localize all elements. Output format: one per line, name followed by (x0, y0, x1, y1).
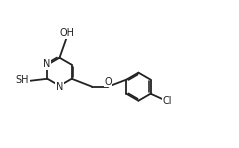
Text: N: N (56, 82, 63, 92)
Text: O: O (104, 77, 112, 87)
Text: N: N (43, 59, 50, 69)
Text: SH: SH (16, 75, 29, 85)
Text: OH: OH (60, 29, 75, 38)
Text: Cl: Cl (162, 96, 172, 106)
